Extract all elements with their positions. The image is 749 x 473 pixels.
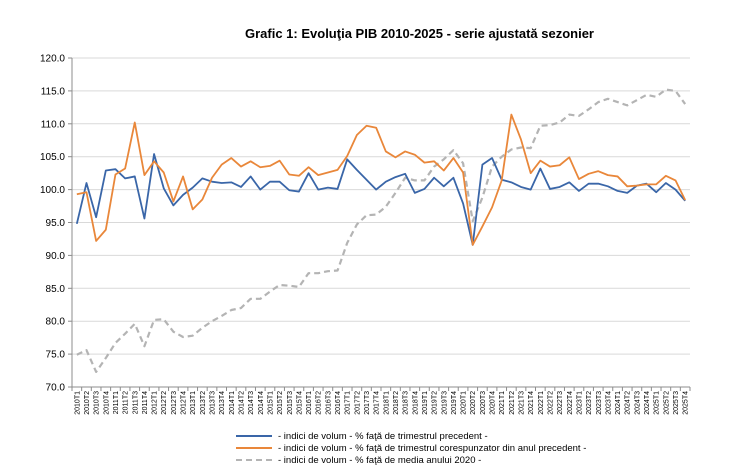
x-tick-label: 2025T1: [654, 391, 661, 415]
x-tick-label: 2017T3: [364, 391, 371, 415]
legend: - indici de volum - % faţă de trimestrul…: [236, 430, 586, 466]
x-tick-label: 2025T3: [673, 391, 680, 415]
x-tick-label: 2013T4: [219, 391, 226, 415]
x-tick-label: 2019T4: [451, 391, 458, 415]
y-tick-label: 75.0: [46, 350, 66, 361]
x-tick-label: 2014T2: [238, 391, 245, 415]
x-tick-label: 2020T2: [470, 391, 477, 415]
x-tick-label: 2012T3: [171, 391, 178, 415]
x-tick-label: 2025T2: [663, 391, 670, 415]
x-tick-label: 2015T3: [287, 391, 294, 415]
x-tick-label: 2019T1: [422, 391, 429, 415]
x-tick-label: 2018T4: [412, 391, 419, 415]
x-tick-label: 2021T1: [499, 391, 506, 415]
axes: [68, 57, 691, 391]
x-tick-label: 2023T3: [596, 391, 603, 415]
x-tick-label: 2020T1: [461, 391, 468, 415]
x-tick-label: 2022T4: [567, 391, 574, 415]
x-tick-label: 2023T1: [576, 391, 583, 415]
x-tick-label: 2014T3: [248, 391, 255, 415]
x-tick-label: 2011T3: [132, 391, 139, 414]
x-tick-label: 2020T4: [490, 391, 497, 415]
x-tick-label: 2012T2: [161, 391, 168, 415]
x-tick-label: 2015T4: [296, 391, 303, 415]
series-line-2: [76, 113, 686, 246]
legend-label: - indici de volum - % faţă de trimestrul…: [278, 442, 587, 454]
x-tick-label: 2010T2: [84, 391, 91, 415]
x-tick-label: 2021T4: [528, 391, 535, 415]
x-tick-label: 2022T3: [557, 391, 564, 415]
x-tick-label: 2016T4: [335, 391, 342, 415]
y-tick-label: 80.0: [46, 317, 66, 328]
x-tick-label: 2025T4: [683, 391, 690, 415]
x-tick-label: 2019T2: [432, 391, 439, 415]
y-tick-label: 95.0: [46, 218, 66, 229]
x-tick-label: 2010T1: [74, 391, 81, 415]
y-tick-labels: 70.0 75.0 80.0 85.0 90.0 95.0 100.0 105.0 110.0 1…: [40, 54, 65, 394]
chart-title: Grafic 1: Evoluţia PIB 2010-2025 - serie…: [245, 26, 594, 41]
x-tick-label: 2017T4: [374, 391, 381, 415]
x-tick-label: 2021T3: [519, 391, 526, 415]
x-tick-label: 2011T2: [123, 391, 130, 414]
x-tick-labels: 2010T1 2010T2 2010T3 2010T4 2011T1 2011T2 2011…: [74, 391, 689, 415]
x-tick-label: 2013T2: [200, 391, 207, 415]
legend-label: - indici de volum - % faţă de trimestrul…: [278, 430, 488, 442]
x-tick-label: 2018T1: [383, 391, 390, 415]
x-tick-label: 2022T2: [547, 391, 554, 415]
x-tick-label: 2011T1: [113, 391, 120, 414]
x-tick-label: 2012T1: [152, 391, 159, 415]
legend-swatch: [236, 435, 272, 437]
x-tick-label: 2010T4: [103, 391, 110, 415]
x-tick-label: 2016T3: [325, 391, 332, 415]
x-tick-label: 2018T2: [393, 391, 400, 415]
x-tick-label: 2024T2: [625, 391, 632, 415]
x-tick-label: 2021T2: [509, 391, 516, 415]
x-tick-label: 2012T4: [181, 391, 188, 415]
y-tick-label: 120.0: [40, 54, 65, 65]
x-tick-label: 2013T3: [210, 391, 217, 415]
x-tick-label: 2018T3: [403, 391, 410, 415]
x-tick-label: 2010T3: [94, 391, 101, 415]
legend-label: - indici de volum - % faţă de media anul…: [278, 454, 482, 466]
x-tick-label: 2017T2: [354, 391, 361, 415]
x-tick-label: 2023T4: [605, 391, 612, 415]
y-tick-label: 110.0: [41, 119, 66, 130]
x-tick-label: 2016T2: [316, 391, 323, 415]
x-tick-label: 2013T1: [190, 391, 197, 415]
legend-item: - indici de volum - % faţă de media anul…: [236, 454, 586, 466]
x-tick-label: 2014T1: [229, 391, 236, 415]
legend-item: - indici de volum - % faţă de trimestrul…: [236, 442, 586, 454]
gridlines: [72, 57, 690, 388]
x-tick-label: 2015T1: [267, 391, 274, 415]
legend-item: - indici de volum - % faţă de trimestrul…: [236, 430, 586, 442]
y-tick-label: 90.0: [46, 251, 66, 262]
y-tick-label: 70.0: [46, 383, 66, 394]
series-line-3: [76, 88, 687, 373]
x-tick-label: 2011T4: [142, 391, 149, 414]
x-tick-label: 2020T3: [480, 391, 487, 415]
x-tick-label: 2014T4: [258, 391, 265, 415]
x-tick-label: 2017T1: [345, 391, 352, 415]
series-line-1: [75, 153, 686, 246]
x-tick-label: 2015T2: [277, 391, 284, 415]
y-tick-label: 100.0: [40, 185, 65, 196]
x-tick-label: 2023T2: [586, 391, 593, 415]
x-tick-label: 2024T3: [634, 391, 641, 415]
x-tick-label: 2016T1: [306, 391, 313, 415]
x-tick-label: 2024T1: [615, 391, 622, 415]
y-tick-label: 85.0: [46, 284, 66, 295]
y-tick-label: 115.0: [41, 86, 66, 97]
x-tick-label: 2024T4: [644, 391, 651, 415]
legend-swatch: [236, 447, 272, 449]
y-tick-label: 105.0: [40, 152, 65, 163]
x-tick-label: 2019T3: [441, 391, 448, 415]
series-lines: [75, 88, 687, 373]
legend-swatch: [236, 459, 272, 461]
x-tick-label: 2022T1: [538, 391, 545, 415]
